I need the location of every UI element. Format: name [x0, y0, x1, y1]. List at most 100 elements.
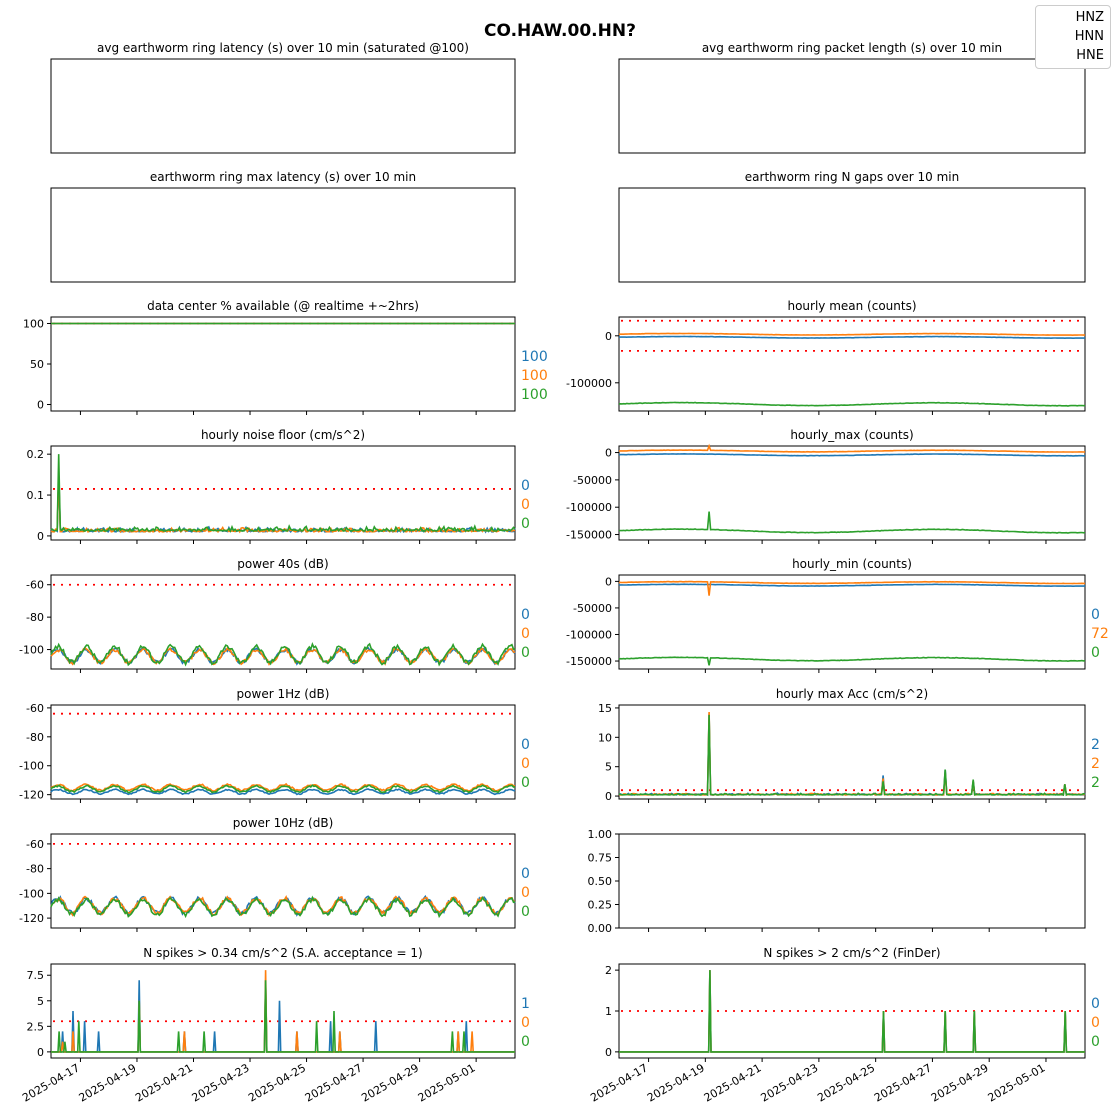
legend-item-hnn: HNN [1074, 29, 1104, 44]
x-tick-label: 2025-04-21 [702, 1061, 764, 1104]
series-hnn [618, 711, 1086, 796]
panel-title: power 10Hz (dB) [233, 816, 334, 830]
channel-value-label: 100 [521, 387, 548, 403]
axes-frame [618, 833, 1086, 929]
channel-value-label: 0 [521, 885, 530, 901]
series-hne [50, 784, 516, 794]
panel-hourly-max-acc: hourly max Acc (cm/s^2) 0 5 10 15 2 2 2 [598, 687, 1100, 803]
y-tick-label: 0.75 [588, 852, 613, 865]
panel-power-40s: power 40s (dB) -60 -80 -100 0 0 0 [19, 557, 530, 673]
legend: HNZ HNN HNE [1035, 5, 1111, 69]
y-tick-label: -80 [26, 731, 44, 744]
y-tick-label: 1.00 [588, 828, 613, 841]
y-tick-label: 0.00 [588, 922, 613, 935]
y-tick-label: 5 [605, 761, 612, 774]
channel-value-label: 0 [1091, 1034, 1100, 1050]
series-hnn [619, 443, 1086, 453]
panel-title: earthworm ring N gaps over 10 min [745, 170, 959, 184]
channel-value-label: 0 [521, 607, 530, 623]
figure-title: CO.HAW.00.HN? [484, 21, 636, 41]
y-tick-label: 0.2 [27, 448, 45, 461]
panel-ring-max-latency: earthworm ring max latency (s) over 10 m… [50, 170, 516, 283]
axes-frame [618, 316, 1086, 412]
series-hnz [619, 970, 1085, 1053]
panel-noise-floor: hourly noise floor (cm/s^2) 0 0.1 0.2 0 0 0 [27, 428, 530, 544]
y-tick-label: 0 [37, 1046, 44, 1059]
y-tick-label: 0 [37, 399, 44, 412]
axes-frame [50, 704, 516, 800]
y-tick-label: -80 [26, 863, 44, 876]
series-hnz [618, 335, 1085, 340]
channel-value-label: 0 [1091, 996, 1100, 1012]
panel-title: hourly_min (counts) [792, 557, 912, 571]
channel-value-label: 0 [521, 1015, 530, 1031]
panel-title: hourly noise floor (cm/s^2) [201, 428, 365, 442]
y-tick-label: -100000 [566, 501, 612, 514]
series-hnz [618, 452, 1085, 457]
series-hnn [619, 332, 1086, 337]
x-tick-label: 2025-04-27 [872, 1061, 934, 1104]
y-tick-label: -60 [26, 838, 44, 851]
y-tick-label: -80 [26, 611, 44, 624]
axes-frame [618, 963, 1086, 1059]
channel-value-label: 0 [1091, 1015, 1100, 1031]
panel-title: power 1Hz (dB) [237, 687, 330, 701]
x-tick-label: 2025-04-17 [588, 1061, 650, 1104]
series-hnz [50, 474, 516, 534]
panel-hourly-mean: hourly mean (counts) 0 -100000 [566, 299, 1086, 415]
channel-value-label: 0 [521, 775, 530, 791]
y-tick-label: 2.5 [27, 1020, 45, 1033]
channel-value-label: 2 [1091, 775, 1100, 791]
channel-value-label: 2 [1091, 737, 1100, 753]
series-hne [51, 980, 515, 1053]
series-hnn [50, 474, 516, 534]
panel-ring-n-gaps: earthworm ring N gaps over 10 min [618, 170, 1086, 283]
y-tick-label: -100 [19, 644, 44, 657]
panel-ring-latency: avg earthworm ring latency (s) over 10 m… [50, 41, 516, 154]
panel-title: avg earthworm ring latency (s) over 10 m… [97, 41, 469, 55]
channel-value-label: 0 [521, 904, 530, 920]
panel-n-spikes-sa: N spikes > 0.34 cm/s^2 (S.A. acceptance … [20, 946, 530, 1105]
series-hne [618, 401, 1086, 407]
y-tick-label: 5 [37, 995, 44, 1008]
legend-item-hne: HNE [1076, 48, 1104, 63]
channel-value-label: 0 [521, 478, 530, 494]
series-hne [50, 641, 516, 667]
axes-frame [618, 574, 1086, 670]
y-tick-label: -100000 [566, 628, 612, 641]
panel-title: N spikes > 2 cm/s^2 (FinDer) [763, 946, 940, 960]
panel-hourly-max: hourly_max (counts) 0 -50000 -100000 -150000 [566, 428, 1086, 544]
panel-title: data center % available (@ realtime +~2h… [147, 299, 419, 313]
series-hne [50, 454, 516, 533]
y-tick-label: 0 [605, 575, 612, 588]
x-tick-label: 2025-04-19 [77, 1061, 139, 1104]
channel-value-label: 0 [521, 1034, 530, 1050]
y-tick-label: 15 [598, 702, 612, 715]
y-tick-label: 0 [605, 1046, 612, 1059]
axes-frame [50, 58, 516, 154]
channel-value-label: 0 [521, 497, 530, 513]
panel-title: hourly mean (counts) [787, 299, 916, 313]
y-tick-label: 0 [605, 330, 612, 343]
x-tick-label: 2025-05-01 [986, 1061, 1048, 1104]
panel-hourly-min: hourly_min (counts) 0 -50000 -100000 -150000… [566, 557, 1109, 673]
x-tick-label: 2025-04-29 [359, 1061, 421, 1104]
channel-value-label: 72 [1091, 626, 1109, 642]
panel-title: avg earthworm ring packet length (s) ove… [702, 41, 1002, 55]
channel-value-label: 1 [521, 996, 530, 1012]
y-tick-label: -100 [19, 760, 44, 773]
y-tick-label: 10 [598, 731, 612, 744]
series-hne [618, 714, 1086, 797]
x-tick-label: 2025-04-17 [20, 1061, 82, 1104]
axes-frame [50, 963, 516, 1059]
series-hnn [619, 970, 1085, 1053]
x-tick-label: 2025-04-29 [929, 1061, 991, 1104]
series-hnn [50, 782, 516, 793]
panel-n-spikes-finder: N spikes > 2 cm/s^2 (FinDer) 0 1 2 2025-04-1… [588, 946, 1100, 1105]
series-hnn [619, 580, 1085, 596]
panel-title: N spikes > 0.34 cm/s^2 (S.A. acceptance … [143, 946, 422, 960]
y-tick-label: 0 [605, 447, 612, 460]
y-tick-label: 2 [605, 964, 612, 977]
legend-item-hnz: HNZ [1075, 10, 1104, 25]
y-tick-label: -150000 [566, 655, 612, 668]
